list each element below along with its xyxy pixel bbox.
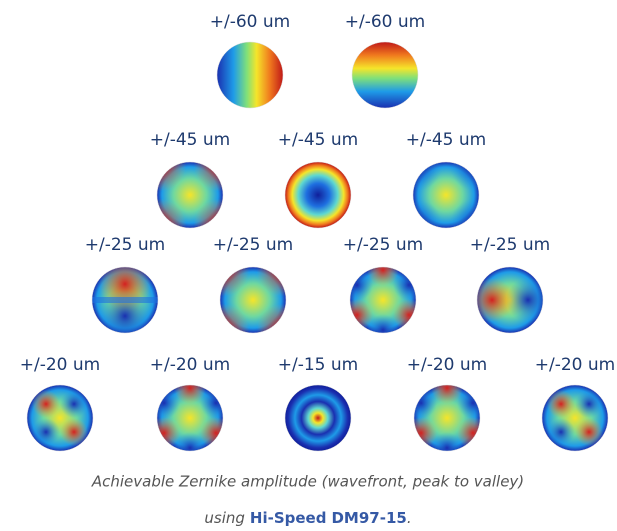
zernike-map <box>219 266 287 334</box>
map-lobe <box>414 387 438 419</box>
caption-prefix: using <box>204 509 245 527</box>
map-lobe <box>157 417 181 449</box>
map-outline <box>284 161 352 229</box>
map-lobe <box>547 418 575 446</box>
zernike-map <box>476 266 544 334</box>
map-lobe <box>174 385 206 404</box>
labels: +/-60 um +/-60 um +/-45 um +/-45 um +/-45 um… <box>20 12 615 527</box>
map-lobe <box>174 432 206 451</box>
map-fill <box>157 162 223 228</box>
map-lobe <box>431 432 463 451</box>
map-lobe <box>367 314 399 333</box>
map-lobe <box>547 390 575 418</box>
zernike-map <box>156 161 224 229</box>
map-lobe <box>32 390 60 418</box>
zernike-map <box>412 161 480 229</box>
caption-suffix: . <box>407 509 412 527</box>
map-base <box>285 385 351 451</box>
amplitude-label: +/-25 um <box>343 235 423 255</box>
caption-line-2: using Hi-Speed DM97-15. <box>204 509 411 527</box>
amplitude-label: +/-45 um <box>150 130 230 150</box>
map-fill <box>285 385 351 451</box>
zernike-map <box>91 266 159 334</box>
zernike-map <box>156 384 224 452</box>
map-outline <box>541 384 609 452</box>
map-fill <box>413 162 479 228</box>
map-lobe <box>392 269 416 301</box>
map-lobe <box>367 267 399 286</box>
map-band <box>92 297 158 303</box>
map-lobe <box>350 299 374 331</box>
map-lobe <box>456 387 480 419</box>
map-fill <box>542 385 608 451</box>
map-lobe <box>220 303 250 333</box>
map-outline <box>156 384 224 452</box>
map-lobe <box>60 390 88 418</box>
zernike-map <box>26 384 94 452</box>
map-lobe <box>477 278 514 322</box>
map-outline <box>26 384 94 452</box>
map-outline <box>216 41 284 109</box>
map-outline <box>349 266 417 334</box>
map-outline <box>476 266 544 334</box>
amplitude-label: +/-60 um <box>210 12 290 32</box>
map-lobe <box>32 418 60 446</box>
map-lobe <box>199 417 223 449</box>
amplitude-label: +/-20 um <box>20 355 100 375</box>
amplitude-label: +/-60 um <box>345 12 425 32</box>
map-lobe <box>506 278 543 322</box>
zernike-map <box>413 384 481 452</box>
zernike-map <box>216 41 284 109</box>
map-base <box>217 42 283 108</box>
map-fill <box>157 385 223 451</box>
map-base <box>352 42 418 108</box>
map-fill <box>285 162 351 228</box>
map-lobe <box>431 385 463 404</box>
zernike-map <box>284 384 352 452</box>
zernike-map <box>349 266 417 334</box>
product-model: DM97-15 <box>331 509 406 527</box>
map-lobe <box>256 303 286 333</box>
amplitude-label: +/-25 um <box>85 235 165 255</box>
map-lobe <box>456 417 480 449</box>
map-lobe <box>157 387 181 419</box>
amplitude-label: +/-15 um <box>278 355 358 375</box>
map-base <box>285 162 351 228</box>
map-outline <box>156 161 224 229</box>
map-fill <box>27 385 93 451</box>
amplitude-label: +/-45 um <box>406 130 486 150</box>
map-outline <box>351 41 419 109</box>
amplitude-label: +/-20 um <box>150 355 230 375</box>
map-outline <box>412 161 480 229</box>
zernike-map <box>351 41 419 109</box>
map-lobe <box>350 269 374 301</box>
map-fill <box>350 267 416 333</box>
map-fill <box>92 267 158 333</box>
amplitude-label: +/-25 um <box>470 235 550 255</box>
map-lobe <box>392 299 416 331</box>
map-fill <box>220 267 286 333</box>
map-lobe <box>199 387 223 419</box>
amplitude-label: +/-20 um <box>407 355 487 375</box>
map-outline <box>219 266 287 334</box>
map-fill <box>477 267 543 333</box>
map-lobe <box>575 390 603 418</box>
amplitude-label: +/-25 um <box>213 235 293 255</box>
map-outline <box>91 266 159 334</box>
zernike-map <box>284 161 352 229</box>
map-outline <box>284 384 352 452</box>
map-fill <box>217 42 283 108</box>
map-lobe <box>414 417 438 449</box>
map-lobe <box>60 418 88 446</box>
map-outline <box>413 384 481 452</box>
map-fill <box>414 385 480 451</box>
amplitude-label: +/-45 um <box>278 130 358 150</box>
caption-line-1: Achievable Zernike amplitude (wavefront,… <box>91 473 524 491</box>
map-fill <box>352 42 418 108</box>
zernike-map <box>541 384 609 452</box>
map-lobe <box>575 418 603 446</box>
amplitude-label: +/-20 um <box>535 355 615 375</box>
product-name: Hi-Speed <box>250 509 327 527</box>
